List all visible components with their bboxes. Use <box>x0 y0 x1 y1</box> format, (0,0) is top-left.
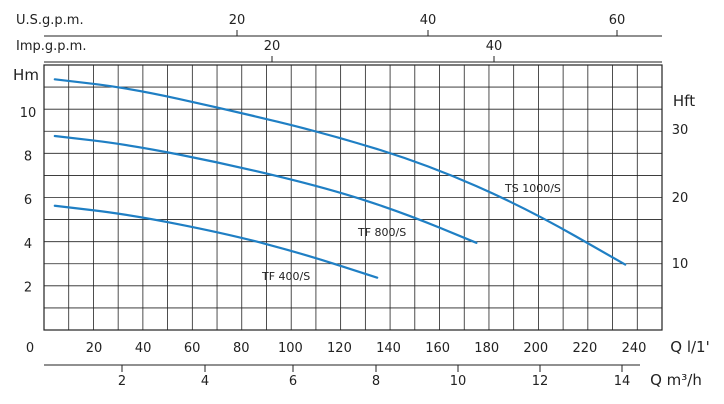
y-tick-label: 10 <box>20 106 37 121</box>
x-tick-label: 20 <box>86 341 103 356</box>
imp-gpm-tick-label: 20 <box>264 39 281 54</box>
imp-gpm-axis-title: Imp.g.p.m. <box>16 39 86 54</box>
x-tick-label: 160 <box>425 341 450 356</box>
x-tick-label: 60 <box>184 341 201 356</box>
series-label-2: TF 400/S <box>261 270 310 283</box>
imp-gpm-tick-label: 40 <box>486 39 503 54</box>
m3h-tick-label: 12 <box>532 374 549 389</box>
x-tick-label: 40 <box>135 341 152 356</box>
y-unit-label: Hm <box>13 66 39 84</box>
series-curve-0 <box>53 78 627 266</box>
x-tick-label: 200 <box>523 341 548 356</box>
y-tick-label: 6 <box>24 193 32 208</box>
m3h-tick-label: 14 <box>614 374 631 389</box>
y2-tick-label: 30 <box>672 123 689 138</box>
m3h-tick-label: 4 <box>201 374 209 389</box>
us-gpm-tick-label: 40 <box>420 13 437 28</box>
x-unit-label: Q l/1' <box>670 338 709 356</box>
m3h-axis-title: Q m³/h <box>650 371 702 389</box>
x-tick-label: 140 <box>376 341 401 356</box>
series-label-0: TS 1000/S <box>504 182 561 195</box>
series-curve-2 <box>53 204 379 279</box>
us-gpm-tick-label: 60 <box>609 13 626 28</box>
m3h-tick-label: 6 <box>289 374 297 389</box>
m3h-tick-label: 2 <box>118 374 126 389</box>
y2-tick-label: 20 <box>672 191 689 206</box>
series-label-1: TF 800/S <box>357 226 406 239</box>
performance-curves: TS 1000/S TF 800/S TF 400/S <box>53 78 627 283</box>
us-gpm-tick-label: 20 <box>229 13 246 28</box>
x-tick-label: 80 <box>233 341 250 356</box>
y2-tick-label: 10 <box>672 257 689 272</box>
x-tick-label: 240 <box>622 341 647 356</box>
y2-unit-label: Hft <box>673 92 695 110</box>
grid <box>43 30 663 372</box>
y-tick-label: 4 <box>24 237 32 252</box>
x-tick-label: 100 <box>278 341 303 356</box>
m3h-tick-label: 8 <box>372 374 380 389</box>
axis-labels: 0 20 40 60 80 100 120 140 160 180 200 220 240 Q l/1'2… <box>13 13 710 389</box>
y-tick-label: 2 <box>24 280 32 295</box>
x-tick-label: 120 <box>327 341 352 356</box>
series-curve-1 <box>53 134 478 244</box>
x-tick-label: 0 <box>26 341 34 356</box>
x-tick-label: 180 <box>474 341 499 356</box>
us-gpm-axis-title: U.S.g.p.m. <box>16 13 84 28</box>
y-tick-label: 8 <box>24 150 32 165</box>
x-tick-label: 220 <box>572 341 597 356</box>
m3h-tick-label: 10 <box>450 374 467 389</box>
